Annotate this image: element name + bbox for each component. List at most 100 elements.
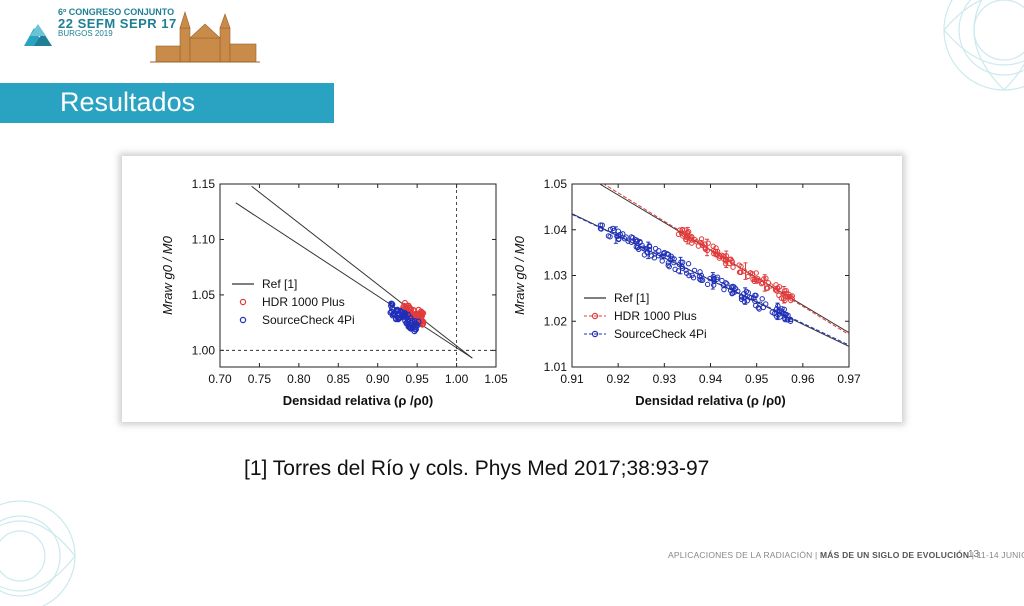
sourcecheck-point [660,250,667,257]
hdr-point [713,251,719,257]
hdr-point [415,306,422,313]
hdr-point [764,285,771,291]
hdr-point [774,285,781,291]
sourcecheck-point [659,258,665,264]
corner-ornament-top-right [943,0,1024,91]
hdr-point [730,264,736,270]
y-tick-label: 1.02 [544,314,568,328]
x-tick-label: 0.75 [248,372,272,386]
sourcecheck-point [607,234,613,240]
x-tick-label: 0.91 [560,372,584,386]
x-tick-label: 0.90 [366,372,390,386]
sourcecheck-point [741,295,748,301]
chart-panel-1: 0.70 0.75 0.80 0.85 0.90 0.95 1.00 1.05 1.00 1.05… [160,177,508,408]
legend-label: SourceCheck 4Pi [614,327,707,341]
hdr-point [758,280,765,287]
sourcecheck-point [738,293,745,300]
legend-label: HDR 1000 Plus [614,309,697,323]
legend-label: Ref [1] [262,277,297,291]
hdr-point [741,268,747,274]
page-title: Resultados [60,87,196,117]
sourcecheck-point [620,231,626,237]
logo-triangle-icon [24,24,52,46]
sourcecheck-point [691,267,698,274]
x-tick-label: 0.92 [606,372,630,386]
y-tick-label: 1.01 [544,360,568,374]
sourcecheck-point [763,301,769,307]
sourcecheck-point [637,239,643,245]
x-tick-label: 0.95 [405,372,429,386]
sourcecheck-point [610,225,616,232]
hdr-point [400,304,407,311]
reference-citation: [1] Torres del Río y cols. Phys Med 2017… [244,457,710,480]
sourcecheck-point [666,263,672,270]
x-tick-label: 1.05 [484,372,508,386]
results-figure: 0.70 0.75 0.80 0.85 0.90 0.95 1.00 1.05 1.00 1.05… [122,156,902,422]
footer-banner: APLICACIONES DE LA RADIACIÓN | MÁS DE UN… [668,550,1024,560]
legend-marker-swatch [591,330,599,338]
sourcecheck-fit-line [572,213,849,346]
sourcecheck-point [660,253,667,259]
sourcecheck-point [774,306,780,312]
y-axis-label: Mraw g0 / M0 [512,235,527,315]
hdr-point [416,312,423,319]
x-tick-label: 0.95 [745,372,769,386]
hdr-point [738,263,744,270]
hdr-point [738,269,744,276]
sourcecheck-point [615,236,622,243]
sourcecheck-point [729,290,735,297]
hdr-point [681,231,687,238]
sourcecheck-point [661,249,668,256]
hdr-point [713,245,719,251]
plot-area [220,184,496,367]
sourcecheck-point [651,255,658,261]
hdr-point [774,288,780,294]
hdr-point [788,293,794,300]
sourcecheck-point [410,322,417,329]
logo-line1: 6º CONGRESO CONJUNTO [58,7,175,17]
sourcecheck-point [748,295,754,301]
sourcecheck-point [684,270,690,276]
y-axis-label: Mraw g0 / M0 [160,235,175,315]
sourcecheck-point [669,255,675,261]
sourcecheck-point [394,306,401,313]
x-tick-label: 0.93 [653,372,677,386]
x-tick-label: 1.00 [445,372,469,386]
sourcecheck-point [719,277,725,284]
sourcecheck-point [787,316,794,323]
hdr-point [675,231,682,237]
sourcecheck-point [388,300,395,307]
sourcecheck-point [641,252,648,258]
sourcecheck-point [731,284,737,290]
section-title-bar: Resultados [0,83,334,123]
sourcecheck-point [655,253,662,259]
hdr-point [685,229,692,235]
hdr-point [722,256,729,262]
sourcecheck-point [724,281,730,287]
hdr-point [705,240,711,246]
sourcecheck-point [387,309,394,316]
congress-logo: 6º CONGRESO CONJUNTO 22 SEFM SEPR 17 BUR… [22,4,262,66]
y-tick-label: 1.03 [544,269,568,283]
plot-frame [219,183,497,368]
y-tick-label: 1.04 [544,223,568,237]
sourcecheck-point [646,244,653,250]
chart-legend: Ref [1] HDR 1000 Plus SourceCheck 4Pi [584,291,707,341]
sourcecheck-point [640,245,646,251]
corner-ornament-bottom-left [0,500,76,606]
hdr-point [698,236,705,242]
sourcecheck-point [685,261,692,267]
hdr-fit-line [602,184,849,336]
hdr-point [698,239,704,246]
sourcecheck-point [394,314,401,321]
sourcecheck-point [785,312,791,319]
hdr-point [784,294,791,300]
y-tick-label: 1.00 [192,343,216,357]
sourcecheck-point [621,236,628,242]
sourcecheck-point [779,306,785,312]
legend-label: HDR 1000 Plus [262,295,345,309]
hdr-point [761,276,767,282]
sourcecheck-point [757,301,763,307]
sourcecheck-point [414,322,421,329]
footer-dates: 11-14 JUNIO 2019 [976,550,1024,560]
